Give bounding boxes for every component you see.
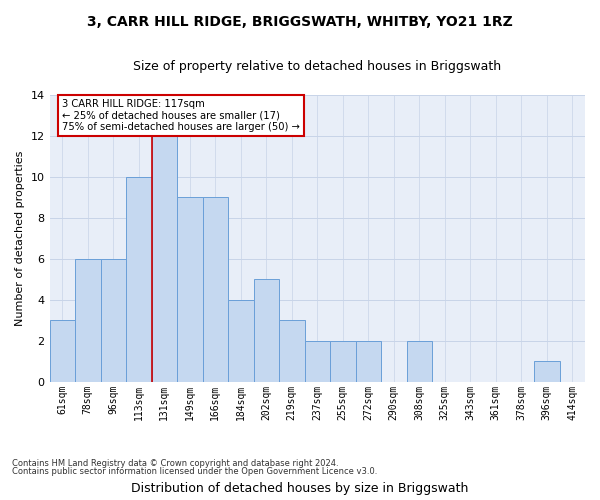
Text: Contains public sector information licensed under the Open Government Licence v3: Contains public sector information licen… — [12, 467, 377, 476]
Bar — [203, 198, 228, 382]
Bar — [330, 341, 356, 382]
Bar — [228, 300, 254, 382]
Bar — [279, 320, 305, 382]
Bar — [254, 280, 279, 382]
Bar — [50, 320, 75, 382]
Text: Distribution of detached houses by size in Briggswath: Distribution of detached houses by size … — [131, 482, 469, 495]
Bar — [356, 341, 381, 382]
Bar — [534, 362, 560, 382]
Text: 3 CARR HILL RIDGE: 117sqm
← 25% of detached houses are smaller (17)
75% of semi-: 3 CARR HILL RIDGE: 117sqm ← 25% of detac… — [62, 99, 300, 132]
Bar — [126, 177, 152, 382]
Text: 3, CARR HILL RIDGE, BRIGGSWATH, WHITBY, YO21 1RZ: 3, CARR HILL RIDGE, BRIGGSWATH, WHITBY, … — [87, 15, 513, 29]
Bar — [305, 341, 330, 382]
Text: Contains HM Land Registry data © Crown copyright and database right 2024.: Contains HM Land Registry data © Crown c… — [12, 458, 338, 468]
Y-axis label: Number of detached properties: Number of detached properties — [15, 151, 25, 326]
Bar — [152, 136, 177, 382]
Bar — [75, 259, 101, 382]
Bar — [177, 198, 203, 382]
Bar — [101, 259, 126, 382]
Bar — [407, 341, 432, 382]
Title: Size of property relative to detached houses in Briggswath: Size of property relative to detached ho… — [133, 60, 502, 73]
